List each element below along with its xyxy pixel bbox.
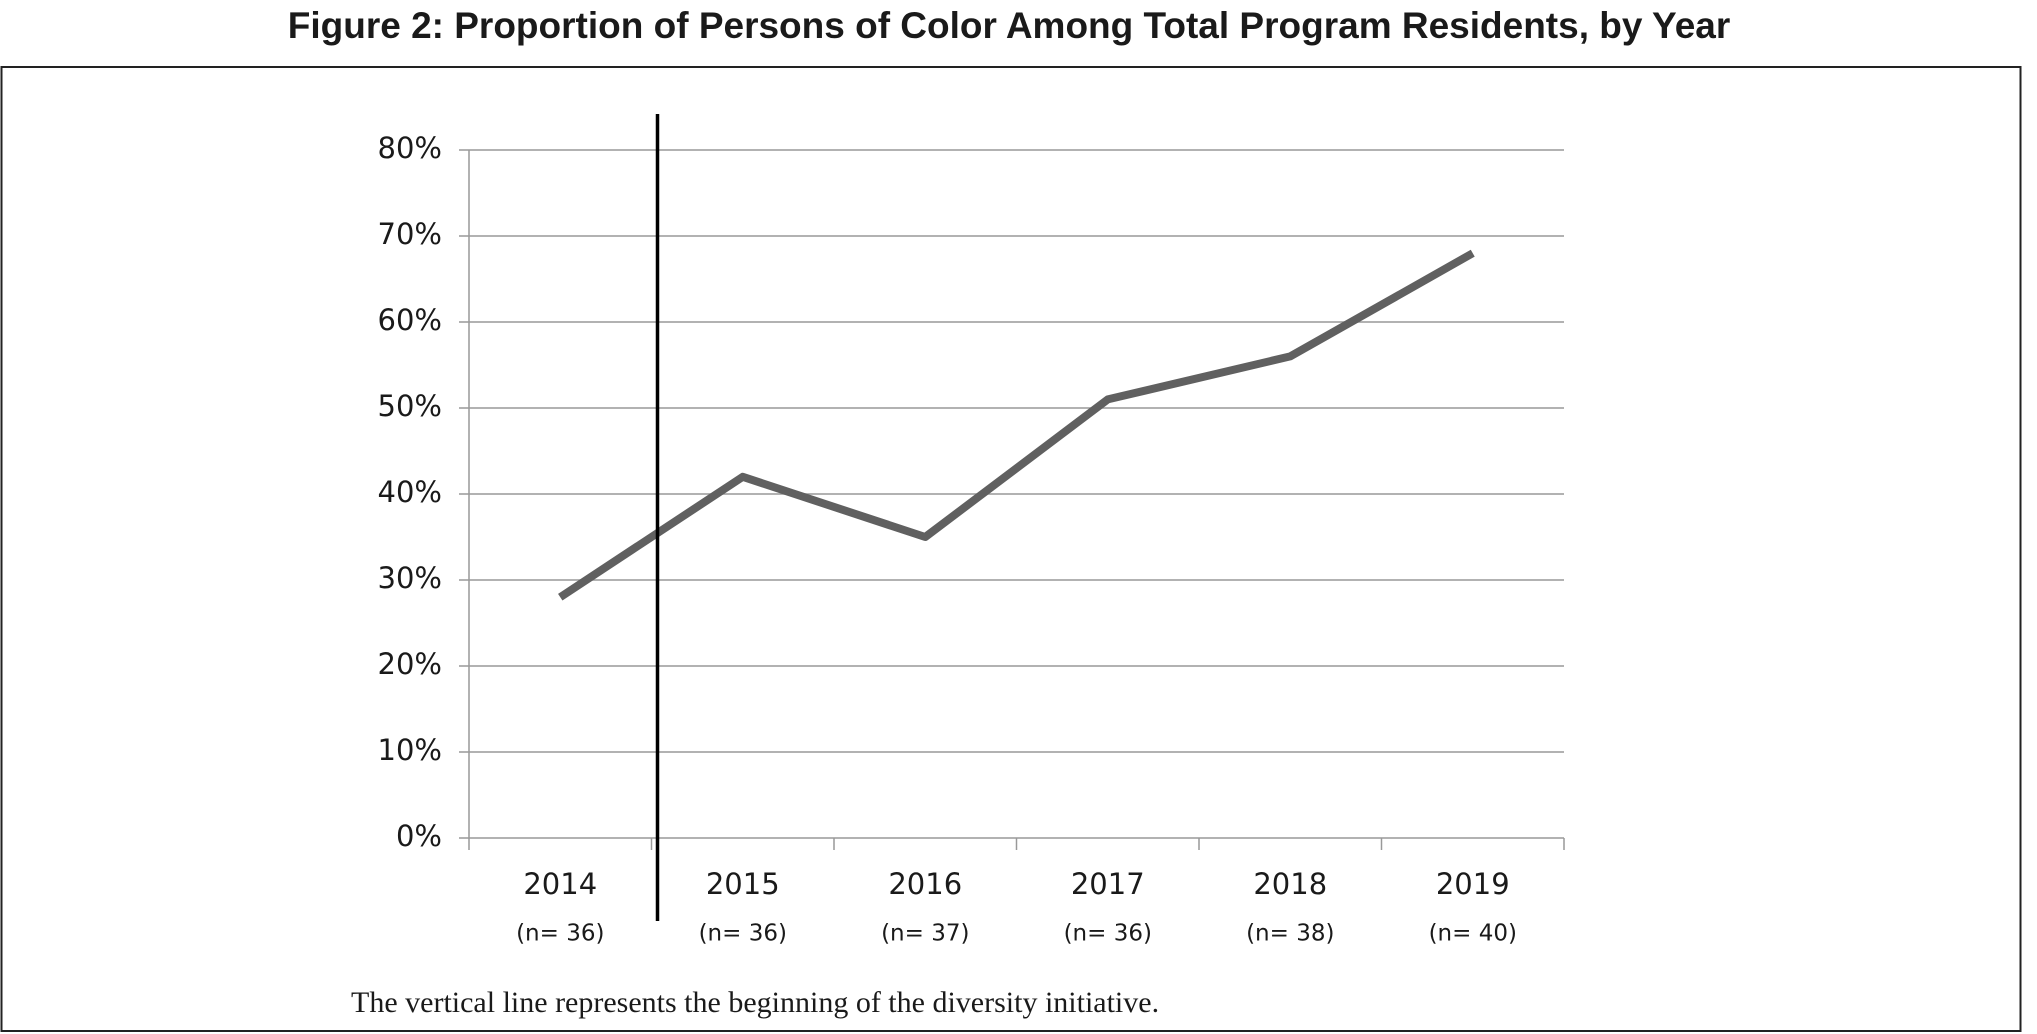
x-sub-label: (n= 36) [516,921,604,947]
x-tick-label: 2019 [1436,867,1510,901]
x-tick-label: 2015 [706,867,780,901]
x-sub-label: (n= 36) [699,921,787,947]
note: The vertical line represents the beginni… [351,986,1159,1019]
data-line [558,249,1475,601]
y-tick-label: 30% [378,561,442,595]
chart-title: Figure 2: Proportion of Persons of Color… [288,5,1731,46]
y-tick-label: 0% [396,819,442,853]
x-tick-label: 2014 [523,867,597,901]
y-tick-label: 80% [378,131,442,165]
x-tick-label: 2018 [1253,867,1327,901]
y-tick-label: 60% [378,303,442,337]
y-tick-label: 10% [378,733,442,767]
y-tick-label: 50% [378,389,442,423]
x-sub-label: (n= 40) [1429,921,1517,947]
x-sub-label: (n= 38) [1246,921,1334,947]
x-tick-label: 2017 [1071,867,1145,901]
frame [0,66,2022,1032]
y-tick-label: 20% [378,647,442,681]
x-sub-label: (n= 37) [881,921,969,947]
x-tick-label: 2016 [888,867,962,901]
y-tick-label: 40% [378,475,442,509]
y-tick-label: 70% [378,217,442,251]
x-sub-label: (n= 36) [1064,921,1152,947]
